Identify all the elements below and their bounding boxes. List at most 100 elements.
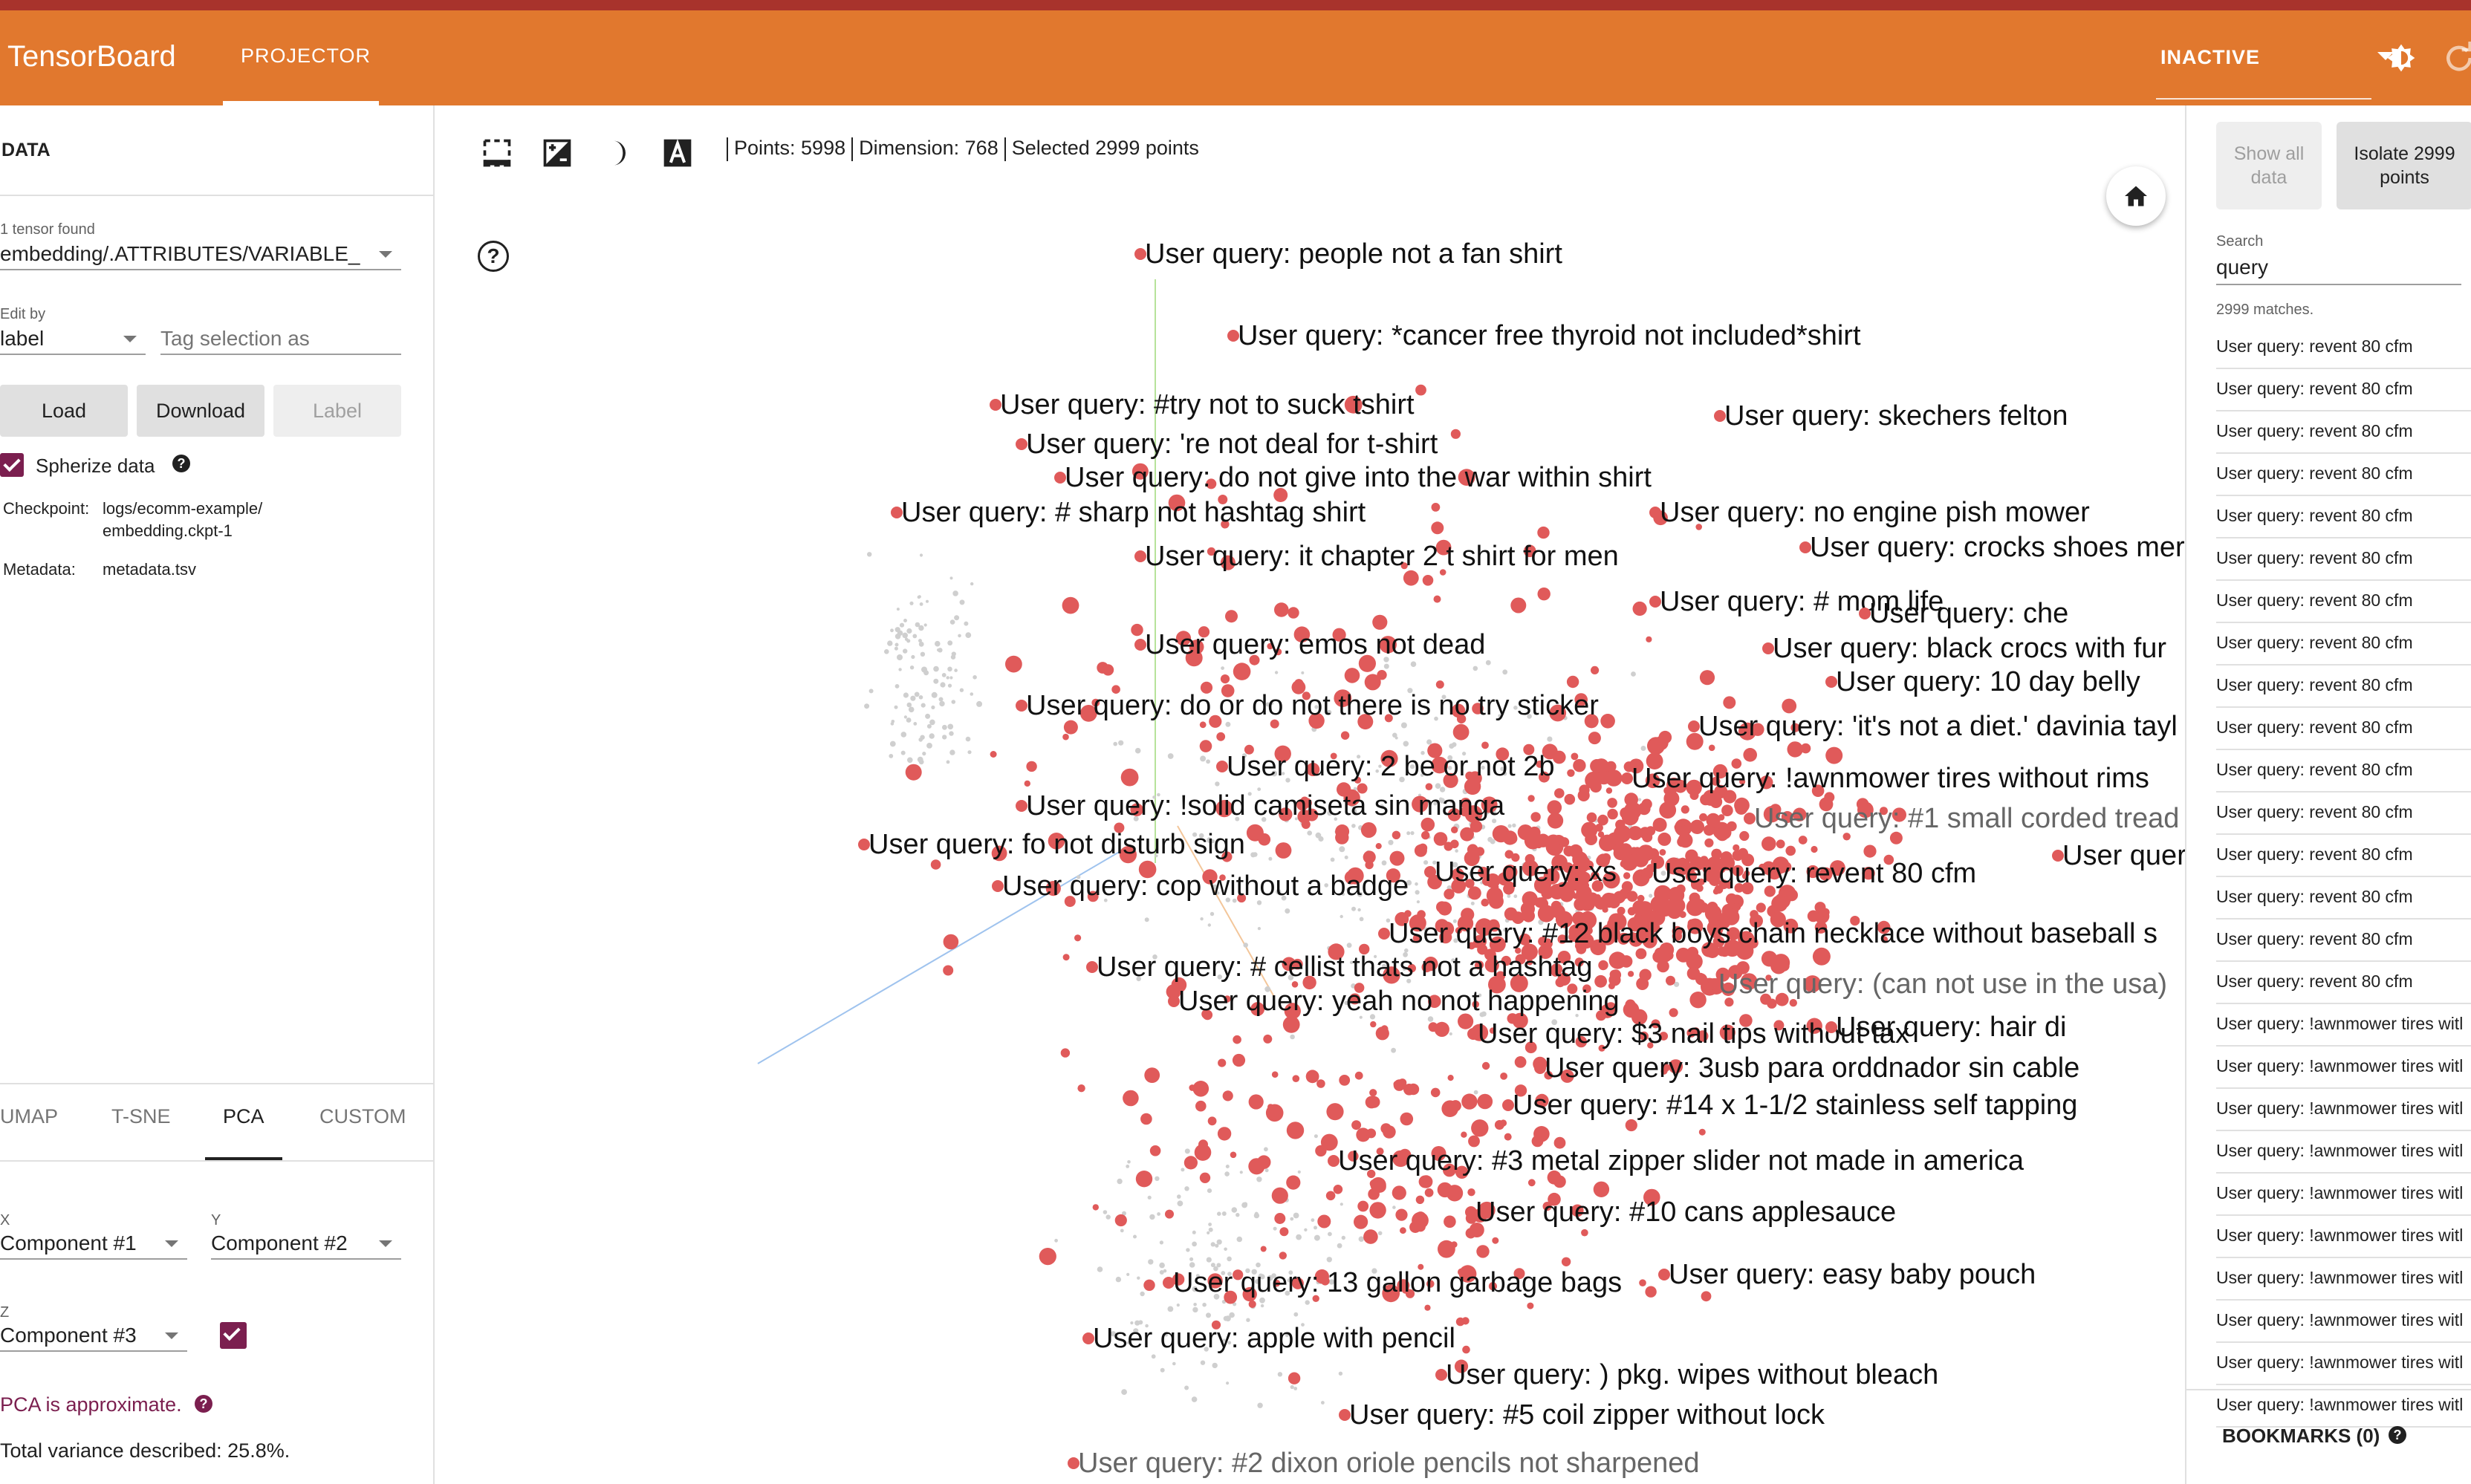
selected-point[interactable] xyxy=(1720,947,1730,957)
unselected-point[interactable] xyxy=(1259,1274,1265,1280)
unselected-point[interactable] xyxy=(1126,1165,1130,1168)
unselected-point[interactable] xyxy=(935,640,941,647)
selected-point[interactable] xyxy=(1255,1157,1267,1171)
selected-point[interactable] xyxy=(1048,833,1065,850)
selected-point[interactable] xyxy=(1560,1069,1574,1083)
selected-point[interactable] xyxy=(1412,934,1421,943)
selected-point[interactable] xyxy=(1782,698,1797,714)
selected-point[interactable] xyxy=(1814,921,1828,934)
selected-point[interactable] xyxy=(1438,1240,1455,1258)
selected-point[interactable] xyxy=(1704,838,1714,847)
selected-point[interactable] xyxy=(1511,853,1520,862)
unselected-point[interactable] xyxy=(949,731,954,736)
selected-point[interactable] xyxy=(1425,783,1433,790)
unselected-point[interactable] xyxy=(1176,1304,1180,1307)
selected-point[interactable] xyxy=(1356,1127,1371,1142)
selected-point[interactable] xyxy=(1542,743,1558,760)
unselected-point[interactable] xyxy=(1374,954,1377,958)
selected-point[interactable] xyxy=(1423,957,1438,972)
unselected-point[interactable] xyxy=(1502,771,1507,776)
selected-point[interactable] xyxy=(1586,812,1597,823)
unselected-point[interactable] xyxy=(1184,1186,1189,1191)
selected-point[interactable] xyxy=(1781,811,1793,823)
selected-point[interactable] xyxy=(1431,1146,1446,1161)
selected-point[interactable] xyxy=(1711,776,1721,786)
unselected-point[interactable] xyxy=(951,700,956,704)
unselected-point[interactable] xyxy=(1215,781,1220,787)
selected-point[interactable] xyxy=(1539,771,1550,783)
selected-point[interactable] xyxy=(1504,850,1514,859)
unselected-point[interactable] xyxy=(1192,1286,1198,1292)
selected-point[interactable] xyxy=(1454,1359,1469,1373)
selected-point[interactable] xyxy=(1367,1169,1376,1179)
unselected-point[interactable] xyxy=(942,735,947,740)
unselected-point[interactable] xyxy=(1281,895,1287,901)
selected-point[interactable] xyxy=(1386,868,1400,883)
unselected-point[interactable] xyxy=(1054,1238,1058,1243)
selected-point[interactable] xyxy=(1877,920,1891,934)
unselected-point[interactable] xyxy=(1389,799,1394,803)
unselected-point[interactable] xyxy=(1314,705,1319,709)
selected-point[interactable] xyxy=(1354,1071,1363,1080)
unselected-point[interactable] xyxy=(1270,701,1274,705)
selected-point[interactable] xyxy=(1481,741,1489,749)
unselected-point[interactable] xyxy=(1403,885,1407,889)
selected-point[interactable] xyxy=(1332,628,1346,642)
unselected-point[interactable] xyxy=(1351,808,1357,814)
unselected-point[interactable] xyxy=(929,719,935,726)
selected-point[interactable] xyxy=(1270,719,1279,729)
unselected-point[interactable] xyxy=(1221,666,1224,670)
selected-point[interactable] xyxy=(1652,818,1667,832)
unselected-point[interactable] xyxy=(1130,1321,1134,1325)
unselected-point[interactable] xyxy=(1192,1306,1198,1313)
selected-point[interactable] xyxy=(1646,752,1663,769)
selected-point[interactable] xyxy=(1715,967,1730,982)
unselected-point[interactable] xyxy=(1216,891,1220,895)
unselected-point[interactable] xyxy=(1381,860,1387,866)
selected-point[interactable] xyxy=(1633,851,1649,868)
unselected-point[interactable] xyxy=(1246,1318,1250,1322)
selected-point[interactable] xyxy=(1201,1009,1212,1019)
selected-point[interactable] xyxy=(1250,1002,1265,1016)
unselected-point[interactable] xyxy=(1239,1171,1243,1174)
unselected-point[interactable] xyxy=(1500,767,1505,772)
selected-point[interactable] xyxy=(1749,914,1763,928)
selected-point[interactable] xyxy=(1165,1209,1174,1219)
unselected-point[interactable] xyxy=(1369,1014,1376,1020)
unselected-point[interactable] xyxy=(1358,1236,1365,1242)
unselected-point[interactable] xyxy=(1346,887,1351,892)
selected-point[interactable] xyxy=(1723,696,1736,709)
unselected-point[interactable] xyxy=(889,741,896,747)
unselected-point[interactable] xyxy=(1288,974,1294,980)
selected-point[interactable] xyxy=(1360,822,1377,838)
spherize-checkbox[interactable] xyxy=(0,453,24,477)
unselected-point[interactable] xyxy=(954,668,958,672)
selected-point[interactable] xyxy=(1337,782,1351,797)
selected-point[interactable] xyxy=(1721,804,1733,816)
selected-point[interactable] xyxy=(1617,932,1630,945)
unselected-point[interactable] xyxy=(894,627,900,633)
selected-point[interactable] xyxy=(1514,1056,1527,1068)
selected-point[interactable] xyxy=(1131,463,1149,480)
selected-point[interactable] xyxy=(1628,826,1643,841)
selected-point[interactable] xyxy=(1637,894,1645,902)
selected-point[interactable] xyxy=(1811,845,1818,853)
selected-point[interactable] xyxy=(1351,1120,1362,1130)
unselected-point[interactable] xyxy=(1224,1247,1227,1252)
unselected-point[interactable] xyxy=(1346,943,1352,948)
unselected-point[interactable] xyxy=(1181,1168,1185,1172)
selected-point[interactable] xyxy=(1685,870,1698,882)
unselected-point[interactable] xyxy=(1449,798,1455,804)
labeled-point[interactable] xyxy=(1714,410,1726,422)
selected-point[interactable] xyxy=(1473,934,1487,948)
selected-point[interactable] xyxy=(1721,982,1735,996)
selected-point[interactable] xyxy=(1764,885,1776,897)
selected-point[interactable] xyxy=(1657,832,1672,846)
z-enabled-checkbox[interactable] xyxy=(220,1322,247,1349)
selected-point[interactable] xyxy=(1607,808,1618,820)
unselected-point[interactable] xyxy=(1342,892,1345,896)
selected-point[interactable] xyxy=(1579,873,1588,881)
unselected-point[interactable] xyxy=(1145,1324,1149,1328)
unselected-point[interactable] xyxy=(1208,1227,1213,1232)
brightness-icon[interactable] xyxy=(2385,42,2418,74)
